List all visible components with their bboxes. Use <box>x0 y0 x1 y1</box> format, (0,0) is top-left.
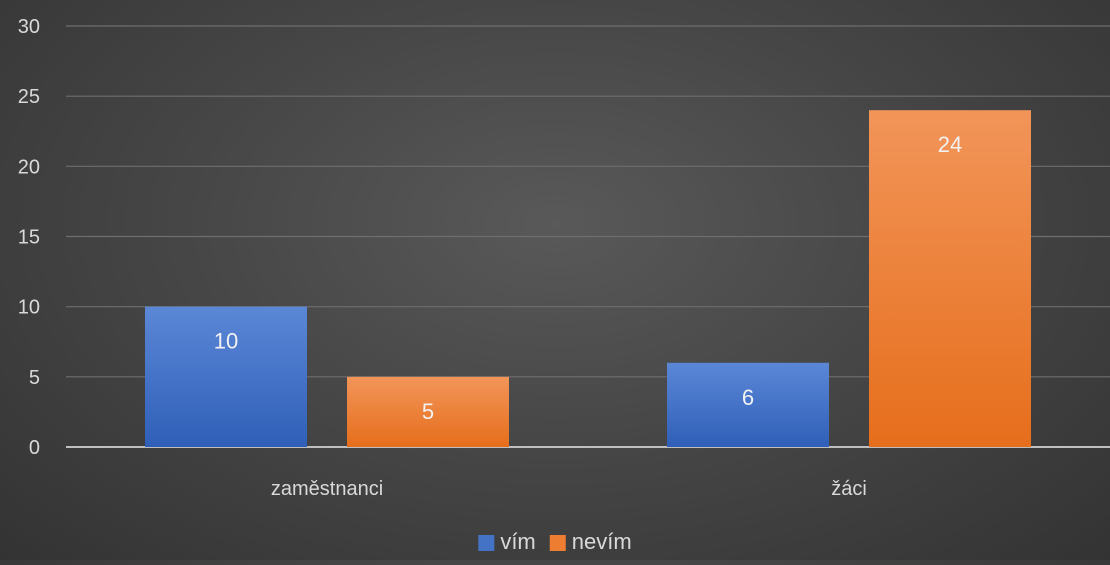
y-tick-label: 5 <box>29 367 40 389</box>
y-tick-label: 30 <box>18 16 40 38</box>
bar-vím-žáci <box>667 362 829 447</box>
legend-label: nevím <box>572 529 632 554</box>
legend-swatch-nevím <box>549 535 566 551</box>
category-label: žáci <box>831 478 867 500</box>
data-label: 10 <box>214 329 238 354</box>
y-axis-tick-labels: 0 5 10 15 20 25 30 <box>18 16 40 459</box>
bars: 10 5 6 24 <box>145 110 1031 447</box>
y-tick-label: 10 <box>18 297 40 319</box>
x-axis-category-labels: zaměstnanci žáci <box>271 478 867 500</box>
y-tick-label: 15 <box>18 227 40 249</box>
y-tick-label: 20 <box>18 156 40 178</box>
legend-label: vím <box>500 529 535 554</box>
data-label: 5 <box>422 399 434 424</box>
data-label: 24 <box>938 132 962 157</box>
y-tick-label: 0 <box>29 437 40 459</box>
category-label: zaměstnanci <box>271 478 383 500</box>
bar-nevím-žáci <box>869 110 1031 447</box>
data-label: 6 <box>742 385 754 410</box>
legend-swatch-vím <box>478 535 495 551</box>
y-tick-label: 25 <box>18 86 40 108</box>
bar-vím-zaměstnanci <box>145 306 307 447</box>
legend: vím nevím <box>478 529 632 554</box>
bar-nevím-zaměstnanci <box>347 376 509 447</box>
